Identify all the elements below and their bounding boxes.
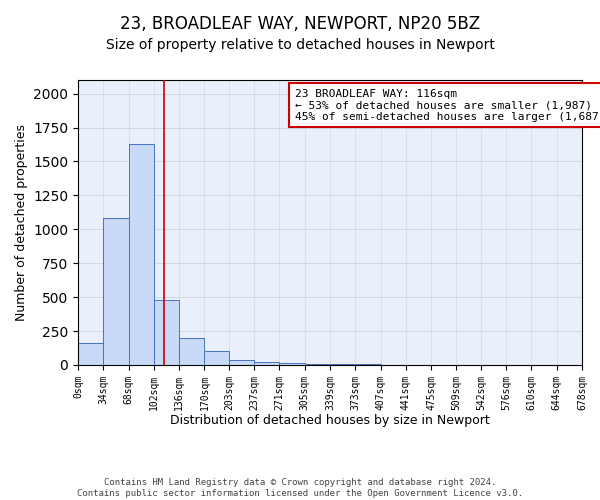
Bar xyxy=(229,360,254,365)
Bar xyxy=(330,364,355,365)
X-axis label: Distribution of detached houses by size in Newport: Distribution of detached houses by size … xyxy=(170,414,490,427)
Bar xyxy=(154,300,179,365)
Text: Contains HM Land Registry data © Crown copyright and database right 2024.
Contai: Contains HM Land Registry data © Crown c… xyxy=(77,478,523,498)
Text: 23, BROADLEAF WAY, NEWPORT, NP20 5BZ: 23, BROADLEAF WAY, NEWPORT, NP20 5BZ xyxy=(120,15,480,33)
Bar xyxy=(254,362,280,365)
Bar xyxy=(128,144,154,365)
Bar xyxy=(205,352,229,365)
Bar xyxy=(305,364,330,365)
Text: Size of property relative to detached houses in Newport: Size of property relative to detached ho… xyxy=(106,38,494,52)
Bar xyxy=(280,363,305,365)
Bar xyxy=(355,364,380,365)
Bar xyxy=(103,218,128,365)
Text: 23 BROADLEAF WAY: 116sqm
← 53% of detached houses are smaller (1,987)
45% of sem: 23 BROADLEAF WAY: 116sqm ← 53% of detach… xyxy=(295,88,600,122)
Bar xyxy=(78,342,103,365)
Y-axis label: Number of detached properties: Number of detached properties xyxy=(14,124,28,321)
Bar xyxy=(179,338,205,365)
